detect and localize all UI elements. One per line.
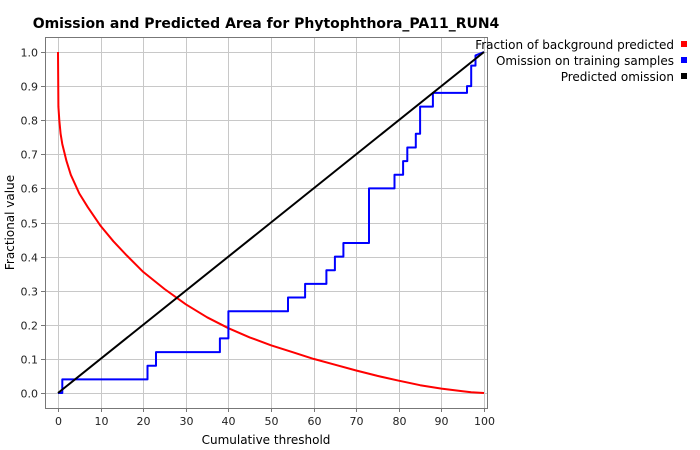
y-tick-label: 0.1 [21, 354, 39, 367]
y-tick-label: 0.8 [21, 115, 39, 128]
series-line-predicted-omission [57, 51, 485, 394]
x-tick-label: 0 [55, 415, 62, 428]
y-tick-label: 1.0 [21, 47, 39, 60]
y-tick-label: 0.3 [21, 286, 39, 299]
x-tick-label: 20 [137, 415, 151, 428]
y-tick-label: 0.5 [21, 218, 39, 231]
x-tick-label: 100 [474, 415, 495, 428]
chart-title: Omission and Predicted Area for Phytopht… [33, 16, 500, 32]
x-tick-label: 70 [350, 415, 364, 428]
y-tick-label: 0.2 [21, 320, 39, 333]
legend-label: Predicted omission [561, 70, 674, 84]
y-tick-label: 0.0 [21, 388, 39, 401]
y-axis-label: Fractional value [3, 175, 17, 270]
legend-label: Omission on training samples [496, 54, 674, 68]
y-tick-label: 0.9 [21, 81, 39, 94]
y-tick-label: 0.4 [21, 252, 39, 265]
y-tick-label: 0.7 [21, 149, 39, 162]
grid [45, 37, 487, 408]
legend: Fraction of background predicted Omission… [475, 38, 687, 84]
legend-label: Fraction of background predicted [475, 38, 674, 52]
x-tick-label: 80 [393, 415, 407, 428]
y-tick-label: 0.6 [21, 183, 39, 196]
series-line-fraction-of-background-predicted [57, 51, 485, 394]
x-tick-label: 90 [435, 415, 449, 428]
series-line-omission-on-training-samples [58, 51, 485, 394]
plot-frame [45, 37, 488, 409]
x-axis-label: Cumulative threshold [202, 433, 331, 447]
legend-swatch [681, 57, 687, 63]
x-tick-label: 50 [265, 415, 279, 428]
series-group [57, 51, 485, 394]
x-tick-label: 30 [180, 415, 194, 428]
x-tick-label: 40 [222, 415, 236, 428]
axes: 0 10 20 30 40 50 60 70 80 90 100 0.0 0.1 0.2 0.3 0.4 0.5… [21, 47, 496, 429]
x-tick-label: 60 [308, 415, 322, 428]
x-tick-label: 10 [95, 415, 109, 428]
plot-area [45, 37, 487, 408]
legend-swatch [681, 73, 687, 79]
legend-swatch [681, 41, 687, 47]
